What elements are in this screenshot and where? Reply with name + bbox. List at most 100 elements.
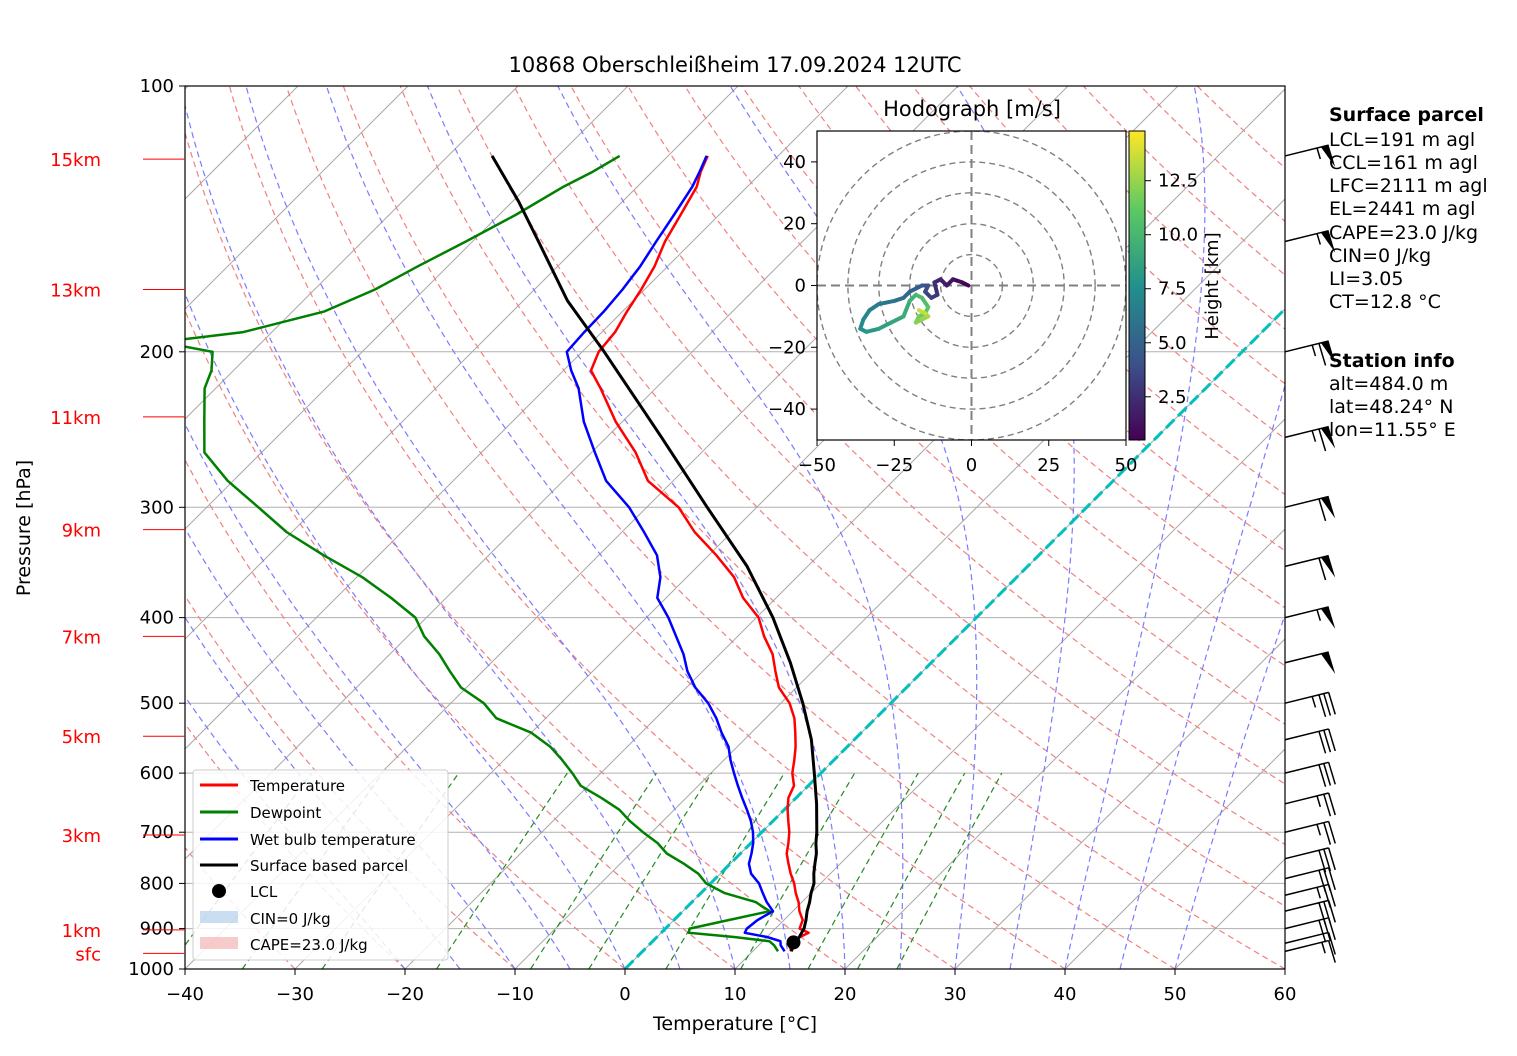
dry-adiabat [228,86,956,969]
x-axis-label: Temperature [°C] [652,1013,817,1035]
hodograph-segment [864,326,881,334]
lcl-marker [786,935,801,950]
wind-barb-half [1311,696,1317,708]
wind-barb [1284,606,1336,629]
moist-adiabat [956,86,1075,969]
dry-adiabat [1082,86,1285,276]
isotherm--100 [185,86,409,310]
wind-barb-half [1316,147,1322,160]
wind-barb-full [1327,867,1336,891]
legend-label-cin: CIN=0 J/kg [250,910,331,928]
surface-line-cin: CIN=0 J/kg [1329,245,1431,267]
colorbar-tick-label: 5.0 [1158,333,1187,354]
wind-barb-full [1318,557,1327,581]
wind-barb-flag [1320,606,1336,629]
mixing-ratio-line [588,772,713,969]
colorbar-tick-label: 10.0 [1158,225,1198,246]
height-label: sfc [75,944,101,965]
wind-barb [1284,651,1336,674]
legend: Temperature Dewpoint Wet bulb temperatur… [192,769,449,961]
dry-adiabat [570,86,1285,785]
x-tick-label: 60 [1274,984,1297,1005]
x-tick-label: −40 [166,984,204,1005]
y-tick-label: 800 [140,873,174,894]
wind-barb-staff [1284,554,1329,568]
profiles [185,154,1285,969]
hodo-x-tick-label: 25 [1037,455,1060,476]
wind-barb [1284,883,1336,908]
wind-barb-full [1323,693,1332,716]
colorbar-tick-label: 2.5 [1158,387,1187,408]
legend-swatch-cape [200,937,238,949]
hodo-x-tick-label: 0 [966,455,977,476]
height-label: 13km [50,280,101,301]
wind-barb-full [1318,919,1327,943]
isotherm--70 [185,86,739,640]
wind-barb [1284,495,1336,522]
legend-label-lcl: LCL [250,883,278,901]
hodo-y-tick-label: 20 [783,214,806,235]
wind-barb-full [1327,821,1336,844]
x-tick-label: 30 [944,984,967,1005]
chart-title: 10868 Oberschleißheim 17.09.2024 12UTC [509,53,962,77]
wind-barb-full [1318,343,1327,366]
wind-barb-full [1318,850,1327,873]
legend-label-temperature: Temperature [249,777,345,795]
surface-line-ct: CT=12.8 °C [1329,291,1441,313]
x-tick-label: 20 [834,984,857,1005]
wind-barb-full [1318,498,1327,522]
wind-barb-full [1323,793,1332,817]
isotherm-10 [734,418,1285,969]
wind-barb [1284,939,1336,963]
wind-barb [1284,229,1336,253]
moist-adiabat [1174,612,1285,969]
dry-adiabat [627,86,1285,725]
mixing-ratio-line [740,772,856,969]
hodo-y-tick-label: −40 [768,399,806,420]
wind-barb-full [1318,428,1327,452]
wind-barb-staff [1284,691,1329,704]
wind-barb-flag [1320,496,1336,519]
mixing-ratio-line [530,772,657,969]
wind-barb-full [1327,762,1336,785]
info-panel: Surface parcel LCL=191 m agl CCL=161 m a… [1329,104,1488,441]
surface-line-lcl: LCL=191 m agl [1329,129,1475,151]
height-label: 15km [50,150,101,171]
wind-barb [1284,867,1336,893]
wind-barb-staff [1284,425,1329,439]
hodograph-segment [889,314,906,325]
wind-barb [1284,917,1336,943]
wind-barb-full [1327,932,1336,955]
height-label: 3km [62,826,101,847]
isotherm--90 [185,86,519,420]
dry-adiabat [513,86,1285,846]
hodograph: Hodograph [m/s] −50 −25 0 25 50 40 20 0 −20 −40 2… [768,97,1223,476]
wind-barb-staff [1284,792,1329,805]
hodo-y-tick-label: 0 [795,276,806,297]
mixing-ratio-line [807,772,919,969]
colorbar-label: Height [km] [1202,232,1223,339]
dry-adiabat [185,130,846,969]
legend-swatch-cin [200,911,238,923]
y-axis-ticks: 1000 900 800 700 600 500 400 300 200 100 [128,76,185,980]
height-label: 1km [62,921,101,942]
wind-barb-full [1323,901,1332,924]
wind-barb-half [1321,942,1326,954]
x-tick-label: −20 [386,984,424,1005]
wind-barb-full [1327,847,1336,871]
isotherm--10 [514,198,1285,969]
height-label: 5km [62,727,101,748]
wind-barb-half [1316,795,1322,808]
wind-barb-half [1311,430,1317,442]
wind-barb [1284,691,1336,718]
hodo-y-tick-label: −20 [768,337,806,358]
height-label: 9km [62,521,101,542]
surface-line-lfc: LFC=2111 m agl [1329,175,1488,197]
moist-adiabat [557,86,904,969]
x-tick-label: 10 [724,984,747,1005]
legend-label-wetbulb: Wet bulb temperature [250,831,416,849]
moist-adiabat [245,86,736,969]
wind-barb-half [1316,233,1322,245]
wind-barb-staff [1284,917,1329,930]
wind-barb-staff [1284,931,1329,944]
